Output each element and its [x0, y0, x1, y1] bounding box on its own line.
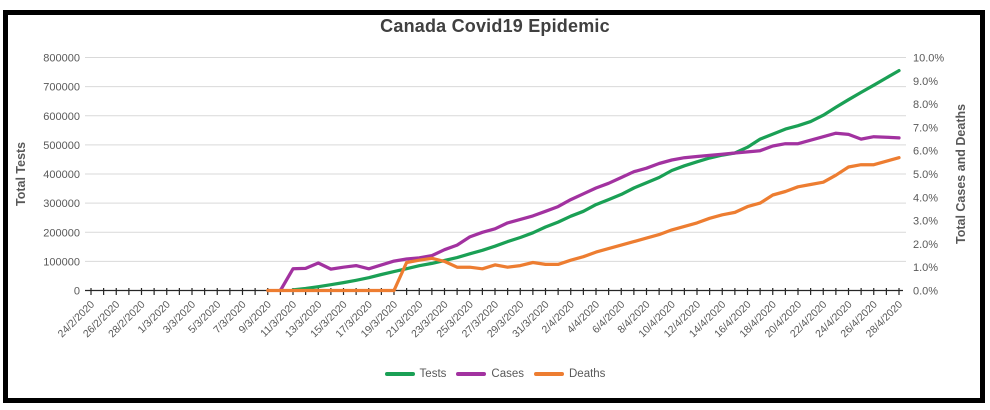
legend-label: Deaths [569, 368, 606, 380]
right-axis-tick-label: 2.0% [913, 239, 938, 251]
left-axis-tick-label: 500000 [43, 140, 80, 152]
legend-marker-cases [456, 372, 487, 376]
legend-label: Tests [419, 368, 447, 380]
legend-marker-tests [384, 372, 415, 376]
right-axis-tick-label: 3.0% [913, 216, 938, 228]
legend-label: Cases [491, 368, 524, 380]
left-axis-tick-label: 0 [74, 286, 80, 298]
right-axis-tick-label: 1.0% [913, 262, 938, 274]
left-axis-tick-label: 100000 [43, 256, 80, 268]
chart-frame [3, 10, 985, 403]
right-axis-tick-label: 8.0% [913, 99, 938, 111]
left-axis-tick-label: 600000 [43, 111, 80, 123]
right-axis-tick-label: 10.0% [913, 53, 944, 65]
legend-item-tests: Tests [384, 368, 447, 380]
right-axis-tick-label: 0.0% [913, 286, 938, 298]
chart-legend: Tests Cases Deaths [0, 368, 990, 380]
right-axis-tick-label: 6.0% [913, 146, 938, 158]
right-axis-tick-label: 9.0% [913, 76, 938, 88]
left-axis-tick-label: 800000 [43, 53, 80, 65]
right-axis-tick-label: 5.0% [913, 169, 938, 181]
series-line-deaths [266, 156, 901, 293]
left-axis-tick-label: 200000 [43, 227, 80, 239]
left-axis-tick-label: 300000 [43, 198, 80, 210]
left-axis-tick-label: 400000 [43, 169, 80, 181]
series-line-cases [278, 131, 901, 293]
left-axis-tick-label: 700000 [43, 82, 80, 94]
right-axis-tick-label: 7.0% [913, 122, 938, 134]
chart-title: Canada Covid19 Epidemic [380, 16, 610, 36]
right-axis-tick-label: 4.0% [913, 192, 938, 204]
series-line-tests [291, 68, 901, 292]
legend-item-cases: Cases [456, 368, 524, 380]
legend-item-deaths: Deaths [534, 368, 605, 380]
legend-marker-deaths [534, 372, 564, 376]
